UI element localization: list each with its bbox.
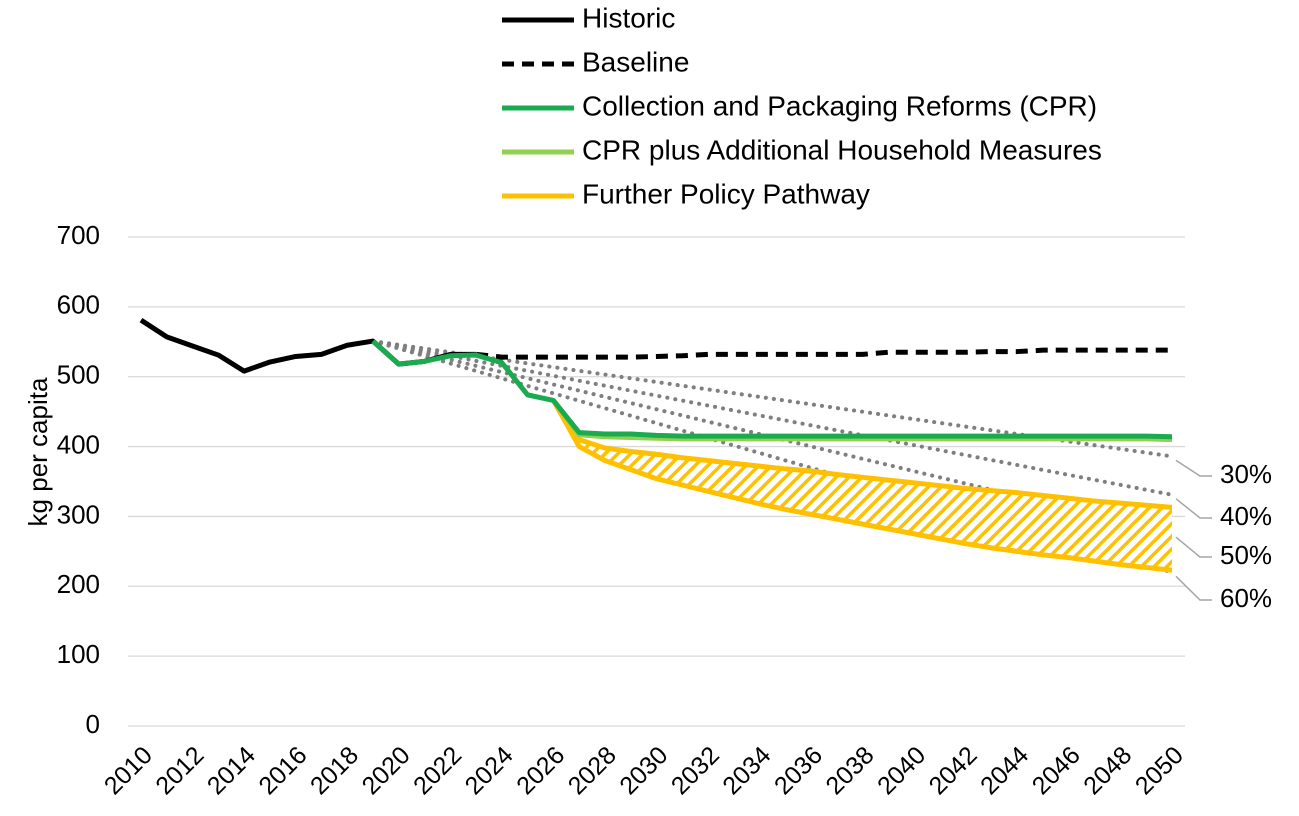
leader-line [1175, 498, 1212, 519]
series-line [475, 347, 1172, 360]
legend-label: CPR plus Additional Household Measures [582, 134, 1102, 165]
x-tick-label: 2034 [717, 741, 776, 800]
y-tick-label: 300 [57, 499, 100, 529]
x-tick-label: 2022 [408, 741, 467, 800]
y-tick-label: 100 [57, 639, 100, 669]
x-tick-label: 2018 [305, 741, 364, 800]
x-tick-label: 2038 [820, 741, 879, 800]
target-label: 60% [1220, 583, 1272, 613]
x-tick-label: 2044 [975, 741, 1034, 800]
x-tick-label: 2030 [614, 741, 673, 800]
x-tick-label: 2050 [1130, 741, 1189, 800]
x-tick-label: 2020 [357, 741, 416, 800]
x-tick-label: 2036 [769, 741, 828, 800]
x-tick-label: 2042 [924, 741, 983, 800]
x-tick-label: 2012 [150, 741, 209, 800]
x-tick-label: 2010 [99, 741, 158, 800]
band-area [553, 400, 1172, 571]
target-label: 50% [1220, 540, 1272, 570]
target-line [370, 339, 1174, 536]
x-tick-label: 2032 [666, 741, 725, 800]
x-tick-label: 2016 [253, 741, 312, 800]
x-tick-label: 2024 [460, 741, 519, 800]
series-line [371, 339, 1173, 440]
y-tick-label: 700 [57, 220, 100, 250]
series-line [551, 398, 1173, 443]
band-lower [551, 399, 1173, 573]
target-line [370, 339, 1174, 575]
y-tick-label: 400 [57, 429, 100, 459]
x-tick-label: 2048 [1078, 741, 1137, 800]
legend-label: Baseline [582, 46, 689, 77]
x-tick-label: 2014 [202, 741, 261, 800]
leader-line [1175, 536, 1212, 558]
x-tick-label: 2026 [511, 741, 570, 800]
target-line [370, 339, 1174, 497]
y-axis-label: kg per capita [23, 377, 53, 526]
y-tick-label: 0 [86, 709, 100, 739]
x-tick-label: 2028 [563, 741, 622, 800]
y-tick-label: 600 [57, 290, 100, 320]
y-tick-label: 500 [57, 360, 100, 390]
legend-label: Further Policy Pathway [582, 178, 870, 209]
legend-label: Historic [582, 2, 675, 33]
leader-line [1175, 459, 1212, 477]
leader-line [1175, 575, 1212, 601]
legend-label: Collection and Packaging Reforms (CPR) [582, 90, 1097, 121]
target-label: 40% [1220, 501, 1272, 531]
y-tick-label: 200 [57, 569, 100, 599]
x-tick-label: 2040 [872, 741, 931, 800]
band-upper [551, 399, 1173, 510]
x-tick-label: 2046 [1027, 741, 1086, 800]
target-label: 30% [1220, 459, 1272, 489]
